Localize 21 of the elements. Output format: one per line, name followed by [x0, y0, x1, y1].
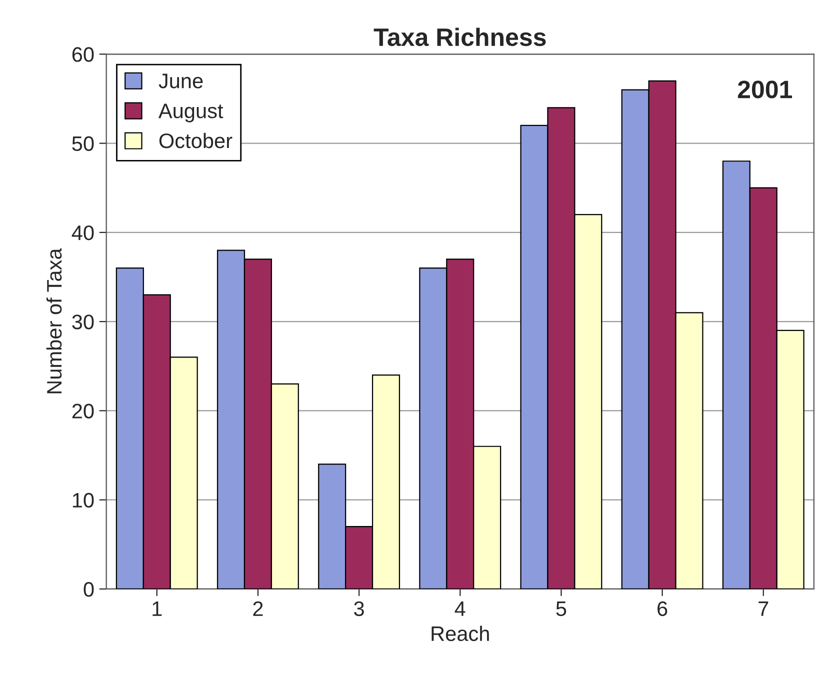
y-tick-label: 10 [72, 492, 94, 508]
x-tick-label: 7 [758, 602, 768, 616]
chart-title: Taxa Richness [374, 28, 546, 46]
x-tick-label: 5 [556, 602, 566, 616]
y-tick-label: 30 [72, 314, 94, 330]
x-tick-label: 2 [253, 601, 263, 616]
annotation: 2001 [738, 80, 792, 98]
y-tick-label: 40 [72, 225, 94, 240]
x-tick-label: 3 [354, 601, 364, 616]
y-axis-title: Number of Taxa [46, 248, 62, 394]
legend-label: August [158, 104, 224, 122]
y-tick-label: 20 [72, 404, 94, 418]
y-tick-label: 0 [84, 582, 94, 597]
legend-label: October [159, 132, 232, 148]
x-axis-title: Reach [432, 626, 489, 642]
x-tick-label: 6 [658, 601, 668, 616]
x-tick-label: 1 [152, 602, 162, 616]
y-tick-label: 50 [72, 136, 94, 152]
y-tick-label: 60 [72, 47, 94, 62]
legend-label: June [158, 74, 203, 88]
x-tick-label: 4 [454, 602, 466, 616]
